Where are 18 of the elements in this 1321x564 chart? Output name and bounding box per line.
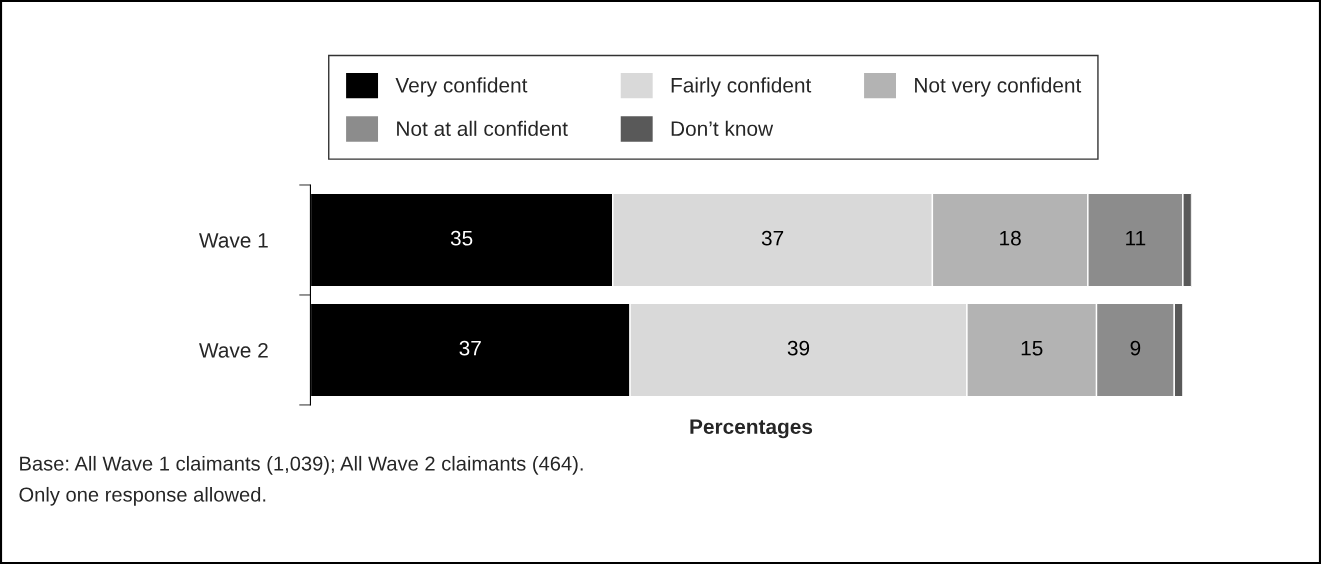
data-label: 37 [761, 230, 784, 246]
data-label: 37 [459, 340, 481, 356]
legend-label: Fairly confident [671, 77, 812, 97]
text: Base: All Wave 1 claimants (1,039); All Wave 2 claimants (464). [20, 455, 583, 475]
y-tick-label: Wave 1 [199, 233, 268, 248]
legend-label: Not very confident [915, 77, 1082, 97]
data-label: 15 [1021, 341, 1043, 356]
x-axis-title: Percentages [690, 419, 813, 439]
legend-label: Not at all confident [397, 120, 568, 137]
text: Only one response allowed. [19, 486, 266, 506]
legend-label: Don’t know [671, 120, 774, 137]
legend-label: Very confident [395, 77, 528, 97]
data-label: 35 [450, 230, 473, 246]
data-label: 11 [1126, 231, 1146, 246]
data-label: 39 [787, 340, 810, 356]
y-tick-label: Wave 2 [199, 342, 268, 358]
data-label: 9 [1130, 340, 1141, 356]
data-label: 18 [1000, 230, 1021, 246]
